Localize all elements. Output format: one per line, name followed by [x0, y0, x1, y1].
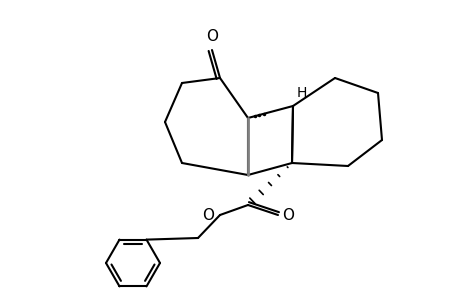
- Text: O: O: [281, 208, 293, 223]
- Text: H: H: [297, 86, 307, 100]
- Text: O: O: [206, 29, 218, 44]
- Text: O: O: [202, 208, 213, 223]
